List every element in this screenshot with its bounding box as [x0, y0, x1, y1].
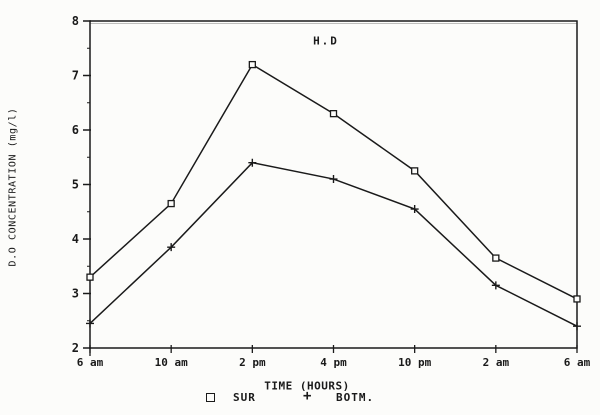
- plus-marker-icon: [248, 158, 257, 167]
- x-axis-title: TIME (HOURS): [264, 379, 350, 393]
- x-tick-label: 2 am: [483, 356, 510, 369]
- square-marker-icon: [492, 254, 500, 262]
- x-tick-label: 10 pm: [398, 356, 431, 369]
- square-marker-icon: [573, 295, 581, 303]
- plus-marker-icon: [491, 281, 500, 290]
- x-tick-label: 6 am: [77, 356, 104, 369]
- y-tick-label: 6: [72, 123, 79, 137]
- plus-marker-icon: +: [303, 388, 312, 404]
- chart-title: H.D: [313, 34, 339, 48]
- square-marker-icon: [411, 167, 419, 175]
- square-marker-icon: [248, 60, 256, 69]
- y-tick-label: 4: [72, 232, 79, 246]
- y-tick-label: 2: [72, 341, 79, 355]
- plus-marker-icon: [573, 322, 581, 331]
- y-tick-label: 7: [72, 69, 79, 83]
- x-tick-label: 6 am: [564, 356, 591, 369]
- x-tick-label: 2 pm: [239, 356, 266, 369]
- y-tick-label: 3: [72, 287, 79, 301]
- plus-marker-icon: [167, 243, 176, 252]
- plus-marker-icon: [329, 175, 338, 184]
- y-tick-label: 5: [72, 178, 79, 192]
- plus-marker-icon: [86, 319, 94, 328]
- plus-marker-icon: [410, 205, 419, 214]
- legend-label-sur: SUR: [233, 391, 256, 404]
- y-tick-label: 8: [72, 14, 79, 28]
- series-line-botm: [89, 161, 578, 327]
- square-marker-icon: [206, 393, 215, 402]
- y-axis-label: D.O CONCENTRATION (mg/l): [7, 107, 19, 267]
- legend-label-botm: BOTM.: [336, 391, 375, 404]
- x-tick-label: 10 am: [155, 356, 188, 369]
- square-marker-icon: [167, 199, 175, 208]
- plot-border: [89, 20, 578, 349]
- square-marker-icon: [86, 273, 94, 281]
- square-marker-icon: [329, 110, 338, 118]
- x-tick-label: 4 pm: [320, 356, 347, 369]
